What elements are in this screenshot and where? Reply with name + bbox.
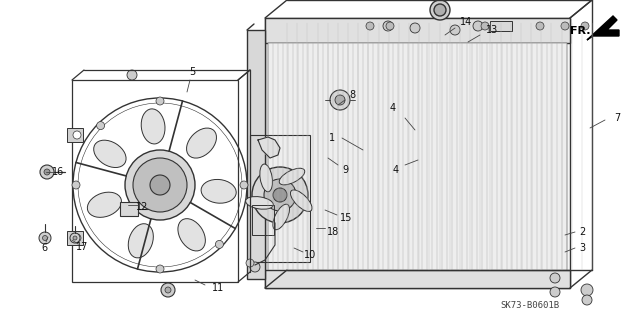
Text: 1: 1 xyxy=(329,133,335,143)
Circle shape xyxy=(73,131,81,139)
Bar xyxy=(268,43,567,270)
Bar xyxy=(250,135,310,262)
Circle shape xyxy=(536,22,544,30)
Text: 18: 18 xyxy=(327,227,339,237)
Circle shape xyxy=(42,235,47,241)
Bar xyxy=(265,18,570,43)
Circle shape xyxy=(246,259,254,267)
Ellipse shape xyxy=(260,164,273,192)
Text: 4: 4 xyxy=(393,165,399,175)
Text: 5: 5 xyxy=(189,67,195,77)
Circle shape xyxy=(330,90,350,110)
Circle shape xyxy=(366,22,374,30)
Circle shape xyxy=(383,21,393,31)
Circle shape xyxy=(450,25,460,35)
Circle shape xyxy=(72,181,80,189)
Circle shape xyxy=(550,287,560,297)
Circle shape xyxy=(161,283,175,297)
Circle shape xyxy=(127,70,137,80)
Circle shape xyxy=(273,188,287,202)
Circle shape xyxy=(410,23,420,33)
Circle shape xyxy=(39,232,51,244)
Text: 13: 13 xyxy=(486,25,498,35)
Ellipse shape xyxy=(87,192,122,217)
Circle shape xyxy=(216,241,223,249)
Bar xyxy=(247,30,265,279)
Circle shape xyxy=(481,22,489,30)
Text: 2: 2 xyxy=(579,227,585,237)
Bar xyxy=(120,202,138,216)
Circle shape xyxy=(264,179,296,211)
Bar xyxy=(72,80,238,282)
Circle shape xyxy=(73,236,77,240)
Circle shape xyxy=(335,95,345,105)
Text: 11: 11 xyxy=(212,283,224,293)
Text: 9: 9 xyxy=(342,165,348,175)
Text: 6: 6 xyxy=(41,243,47,253)
Circle shape xyxy=(550,273,560,283)
Circle shape xyxy=(150,175,170,195)
Circle shape xyxy=(125,150,195,220)
Ellipse shape xyxy=(178,219,205,251)
Circle shape xyxy=(250,262,260,272)
Ellipse shape xyxy=(273,204,289,230)
Text: 16: 16 xyxy=(52,167,64,177)
Circle shape xyxy=(430,0,450,20)
Bar xyxy=(67,128,83,142)
Polygon shape xyxy=(258,137,280,158)
Ellipse shape xyxy=(246,197,273,209)
Circle shape xyxy=(156,265,164,273)
Circle shape xyxy=(581,22,589,30)
Circle shape xyxy=(581,284,593,296)
Text: 3: 3 xyxy=(579,243,585,253)
Text: 17: 17 xyxy=(76,242,88,252)
Ellipse shape xyxy=(279,168,305,185)
Circle shape xyxy=(582,295,592,305)
Circle shape xyxy=(73,234,81,242)
Circle shape xyxy=(70,233,80,243)
Ellipse shape xyxy=(291,190,312,211)
Bar xyxy=(252,205,274,235)
Circle shape xyxy=(133,158,187,212)
Circle shape xyxy=(156,97,164,105)
Ellipse shape xyxy=(201,179,236,203)
Circle shape xyxy=(165,287,171,293)
Circle shape xyxy=(561,22,569,30)
Circle shape xyxy=(97,122,104,130)
Text: 7: 7 xyxy=(614,113,620,123)
Text: 12: 12 xyxy=(136,202,148,212)
Circle shape xyxy=(473,21,483,31)
Bar xyxy=(490,21,512,31)
Circle shape xyxy=(386,22,394,30)
Text: 8: 8 xyxy=(349,90,355,100)
Text: 15: 15 xyxy=(340,213,352,223)
Ellipse shape xyxy=(93,140,126,167)
Polygon shape xyxy=(587,16,619,40)
Text: 14: 14 xyxy=(460,17,472,27)
Circle shape xyxy=(240,181,248,189)
Text: 10: 10 xyxy=(304,250,316,260)
Bar xyxy=(265,270,570,288)
Circle shape xyxy=(252,167,308,223)
Text: 4: 4 xyxy=(390,103,396,113)
Ellipse shape xyxy=(141,109,165,144)
Ellipse shape xyxy=(186,128,216,158)
Circle shape xyxy=(40,165,54,179)
Circle shape xyxy=(44,169,50,175)
Circle shape xyxy=(434,4,446,16)
Text: FR.: FR. xyxy=(570,26,591,36)
Bar xyxy=(265,18,570,288)
Text: SK73-B0601B: SK73-B0601B xyxy=(500,300,559,309)
Ellipse shape xyxy=(128,224,154,258)
Bar xyxy=(67,231,83,245)
